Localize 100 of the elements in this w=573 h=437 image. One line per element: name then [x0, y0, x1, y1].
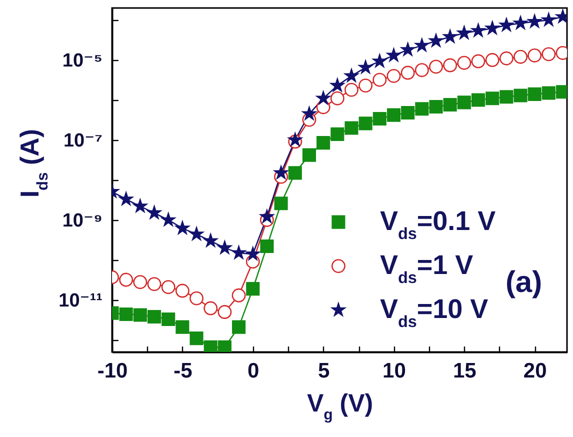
point: [176, 320, 190, 334]
x-tick-label: -10: [97, 360, 128, 382]
point: [400, 66, 415, 80]
point: [246, 246, 260, 260]
legend-label: V$_{ds}$=1 V: [380, 250, 474, 287]
point: [162, 312, 176, 326]
point: [400, 42, 415, 56]
point: [457, 56, 472, 70]
point: [443, 98, 457, 112]
point: [486, 92, 500, 106]
point: [471, 24, 486, 37]
point: [344, 68, 358, 82]
point: [542, 47, 556, 62]
point: [457, 96, 471, 110]
point: [372, 54, 386, 68]
point: [528, 48, 542, 62]
point: [330, 91, 344, 106]
point: [514, 88, 528, 102]
point: [190, 332, 204, 346]
legend-label: V$_{ds}$=0.1 V: [380, 206, 496, 243]
point: [316, 91, 330, 104]
point: [358, 78, 373, 93]
point: [316, 136, 330, 150]
point: [344, 82, 358, 97]
point: [500, 90, 514, 104]
point: [372, 112, 386, 126]
point: [232, 320, 246, 334]
point: [443, 58, 458, 72]
point: [204, 234, 218, 247]
point: [542, 12, 556, 26]
x-tick-label: 0: [248, 360, 260, 382]
point: [232, 288, 246, 302]
point: [119, 307, 133, 322]
point: [358, 116, 372, 130]
point: [542, 86, 556, 100]
point: [514, 16, 528, 30]
x-tick-label: 20: [523, 360, 547, 382]
point: [330, 127, 344, 141]
point: [133, 308, 147, 322]
point: [485, 53, 500, 67]
point: [175, 284, 190, 298]
point: [415, 38, 429, 52]
annotation: (a): [505, 266, 542, 300]
point: [147, 277, 162, 292]
point: [415, 102, 429, 116]
point: [133, 275, 148, 290]
y-tick-label: 10⁻⁷: [63, 130, 103, 152]
point: [133, 199, 148, 212]
point: [218, 240, 232, 254]
point: [471, 93, 486, 107]
x-tick-label: -5: [174, 360, 193, 382]
point: [161, 280, 176, 294]
point: [414, 63, 429, 78]
point: [443, 30, 457, 43]
point: [246, 282, 260, 296]
point: [204, 340, 218, 352]
point: [274, 166, 288, 179]
point: [499, 51, 514, 66]
point: [190, 227, 204, 240]
point: [500, 18, 514, 32]
point: [528, 87, 542, 101]
point: [471, 54, 486, 68]
point: [429, 60, 443, 74]
point: [401, 106, 415, 120]
point: [119, 272, 134, 287]
y-tick-label: 10⁻⁹: [62, 210, 102, 232]
point: [204, 301, 218, 316]
x-tick-label: 15: [452, 360, 477, 382]
legend-label: V$_{ds}$=10 V: [380, 294, 488, 331]
point: [485, 21, 500, 34]
point: [218, 340, 232, 352]
point: [119, 192, 133, 206]
point: [358, 60, 372, 74]
y-tick-label: 10⁻¹¹: [58, 290, 102, 312]
x-tick-label: 5: [318, 360, 330, 382]
point: [147, 206, 162, 219]
point: [429, 100, 443, 114]
point: [176, 221, 190, 234]
point: [528, 14, 542, 28]
point: [190, 291, 204, 306]
point: [274, 196, 288, 210]
point: [514, 50, 528, 64]
point: [260, 240, 274, 254]
point: [330, 78, 344, 92]
x-axis-title: V$_{g}$ (V): [306, 390, 374, 424]
point: [302, 106, 316, 120]
point: [218, 305, 232, 319]
point: [386, 48, 401, 62]
point: [288, 166, 302, 180]
point: [429, 34, 443, 47]
x-tick-label: 10: [382, 360, 406, 382]
point: [372, 72, 387, 87]
point: [386, 108, 401, 122]
point: [232, 246, 246, 259]
y-tick-label: 10⁻⁵: [62, 50, 102, 72]
point: [161, 212, 176, 226]
point: [302, 148, 316, 162]
point: [344, 121, 358, 135]
point: [457, 26, 472, 40]
point: [260, 210, 274, 223]
